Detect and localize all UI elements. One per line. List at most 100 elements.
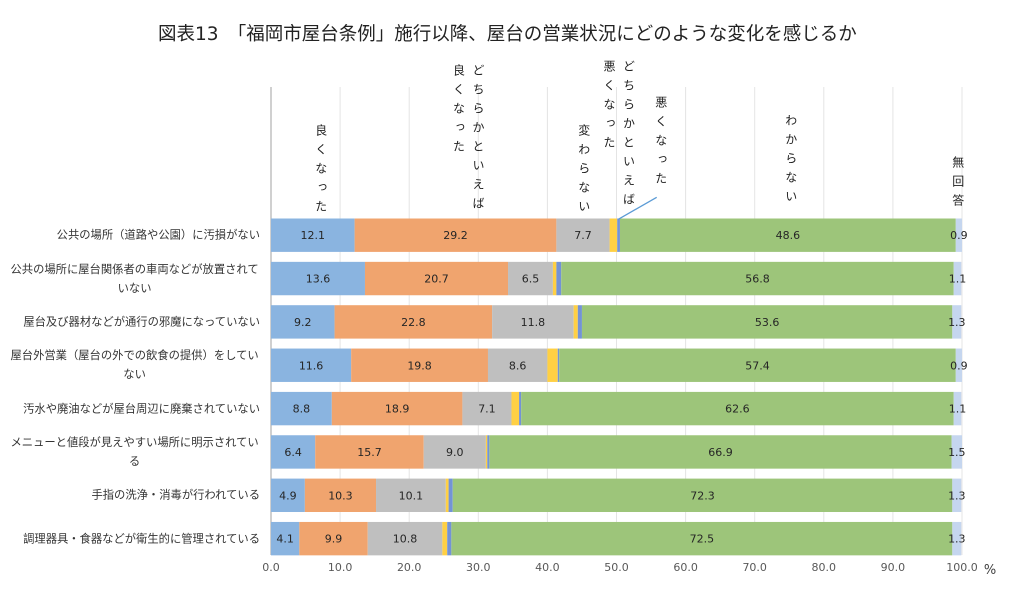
data-label: 8.8 [293,403,311,416]
bar-segment [442,521,448,556]
data-label: 1.5 [948,446,966,459]
bar-segment [351,348,488,382]
bar-segment [519,391,522,426]
bar-segment [364,261,509,296]
bar-segment [952,305,962,339]
data-label: 48.6 [776,229,801,242]
bar-segment [334,305,493,339]
bar-segment [271,391,332,426]
series-label: どちらかといえば悪くなった [602,60,636,212]
bar-row: 12.1 29.2 7.7 48.6 0.9 [271,218,968,252]
bar-row: 4.9 10.3 10.1 72.3 1.3 [271,478,966,512]
bar-segment [617,218,620,252]
bar-segment [951,435,962,469]
data-label: 6.4 [284,446,302,459]
x-tick-label: 0.0 [262,561,280,574]
bar-segment [487,348,548,382]
x-unit-label: % [984,563,996,578]
category-label: 調理器具・食器などが衛生的に管理されている [23,532,260,546]
bar-segment [448,478,453,512]
bar-segment [556,261,562,296]
bar-segment [354,218,557,252]
bar-row: 9.2 22.8 11.8 53.6 1.3 [271,305,966,339]
data-label: 0.9 [950,229,968,242]
data-label: 7.7 [574,229,592,242]
bar-segment [315,435,424,469]
bar-segment [331,391,463,426]
bar-segment [559,348,956,382]
bar-segment [511,391,520,426]
series-label: 変わらない [576,124,591,219]
data-label: 7.1 [478,403,496,416]
bar-segment [952,478,962,512]
bar-segment [271,261,365,296]
data-label: 10.1 [399,489,424,502]
data-label: 72.5 [690,533,715,546]
bar-segment [304,478,377,512]
data-label: 62.6 [725,403,750,416]
data-label: 56.8 [745,273,770,286]
data-label: 4.9 [279,489,297,502]
bar-segment [485,435,488,469]
category-label: 公共の場所（道路や公園）に汚損がない [56,228,260,242]
data-label: 57.4 [745,359,770,372]
category-label: 屋台及び器材などが通行の邪魔になっていない [23,315,260,329]
bar-segment [271,478,305,512]
bar-segment [521,391,954,426]
data-label: 72.3 [690,489,715,502]
data-label: 66.9 [708,446,733,459]
bar-segment [581,305,953,339]
x-tick-label: 10.0 [328,561,353,574]
data-label: 11.8 [521,316,546,329]
bar-segment [299,521,368,556]
bar-segment [489,435,952,469]
category-label: 屋台外営業（屋台の外での飲食の提供）をしていない [10,349,259,382]
bar-row: 4.1 9.9 10.8 72.5 1.3 [271,521,966,556]
x-tick-label: 70.0 [742,561,767,574]
series-label: 良くなった [313,124,328,219]
data-label: 13.6 [306,273,331,286]
x-tick-label: 40.0 [535,561,560,574]
data-label: 1.1 [949,273,967,286]
data-label: 53.6 [755,316,780,329]
data-label: 10.8 [393,533,418,546]
x-tick-label: 80.0 [812,561,837,574]
series-label: わからない [783,114,798,209]
bar-segment [955,218,962,252]
bar-segment [508,261,553,296]
bar-segment [552,261,557,296]
leader-line [617,196,658,220]
data-label: 9.0 [446,446,464,459]
bar-segment [487,435,490,469]
chart-title: 図表13 「福岡市屋台条例」施行以降、屋台の営業状況にどのような変化を感じるか [158,24,857,45]
category-label: 公共の場所に屋台関係者の車両などが放置されていない [10,262,259,295]
bar-segment [423,435,486,469]
data-label: 1.3 [948,533,966,546]
bar-segment [492,305,574,339]
data-label: 6.5 [522,273,540,286]
bar-segment [561,261,954,296]
category-label: 汚水や廃油などが屋台周辺に廃棄されていない [23,402,260,416]
data-label: 15.7 [357,446,382,459]
bar-segment [367,521,443,556]
bar-segment [577,305,582,339]
bar-segment [452,478,953,512]
category-label: 手指の洗浄・消毒が行われている [91,488,260,502]
bar-segment [619,218,956,252]
bar-row: 11.6 19.8 8.6 57.4 0.9 [271,348,968,382]
bar-segment [557,348,560,382]
data-label: 8.6 [509,359,527,372]
bar-row: 8.8 18.9 7.1 62.6 1.1 [271,391,966,426]
data-label: 12.1 [301,229,326,242]
data-label: 9.2 [294,316,312,329]
x-tick-label: 100.0 [946,561,978,574]
data-label: 29.2 [443,229,468,242]
bar-segment [609,218,618,252]
bar-segment [271,305,335,339]
data-label: 19.8 [407,359,432,372]
bar-segment [271,435,316,469]
data-label: 9.9 [325,533,343,546]
data-label: 4.1 [276,533,294,546]
data-label: 18.9 [385,403,410,416]
